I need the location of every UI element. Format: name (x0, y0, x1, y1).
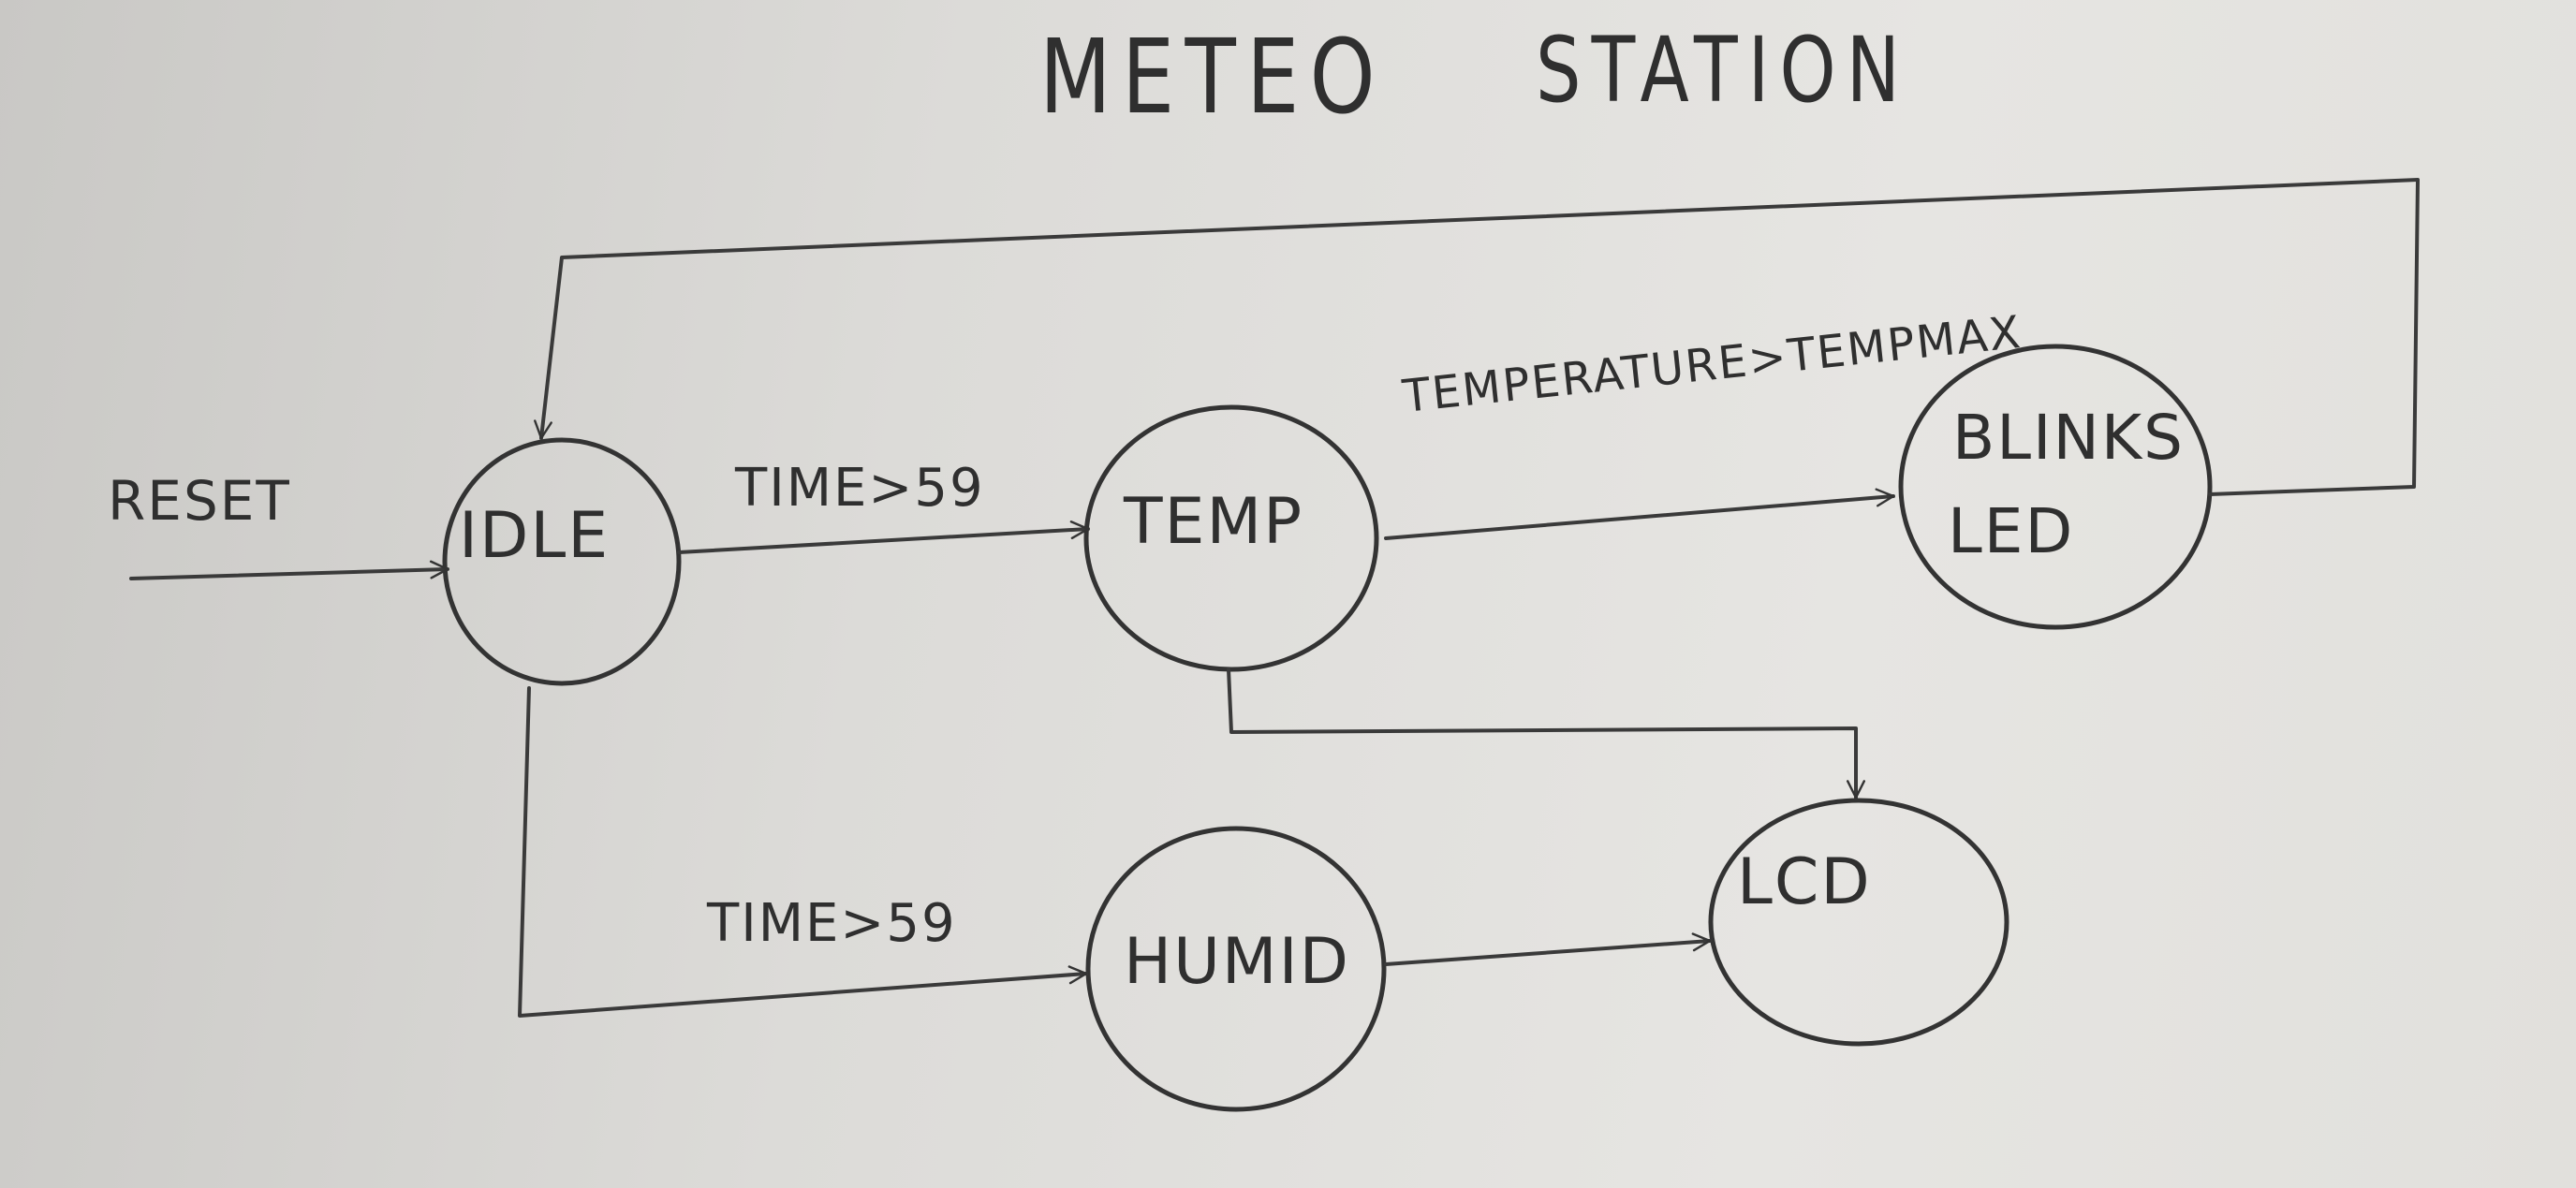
idle-to-humid-arrow (518, 686, 1088, 1018)
state-blinks-led-circle (1898, 344, 2213, 630)
state-idle-label: IDLE (459, 499, 610, 573)
state-humid-circle (1085, 826, 1387, 1112)
state-temp-label: TEMP (1123, 485, 1303, 559)
idle-to-temp-label: TIME>59 (734, 458, 985, 519)
state-blinks-label-line1: BLINKS (1952, 402, 2185, 474)
idle-to-temp-arrow (677, 521, 1090, 554)
title-right: STATION (1536, 18, 1910, 123)
humid-to-lcd-arrow (1384, 932, 1712, 966)
blinks-to-idle-arrow (534, 178, 2420, 496)
state-lcd-label: LCD (1737, 845, 1872, 919)
temp-to-blinks-arrow (1384, 488, 1895, 540)
title-left: METEO (1039, 17, 1386, 137)
temp-to-lcd-arrow (1227, 667, 1866, 799)
reset-arrow (129, 560, 449, 580)
state-humid-label: HUMID (1124, 925, 1350, 999)
state-blinks-label-line2: LED (1948, 495, 2074, 567)
state-lcd-circle (1708, 798, 2009, 1047)
idle-to-humid-label: TIME>59 (706, 893, 957, 954)
reset-label: RESET (108, 469, 291, 533)
